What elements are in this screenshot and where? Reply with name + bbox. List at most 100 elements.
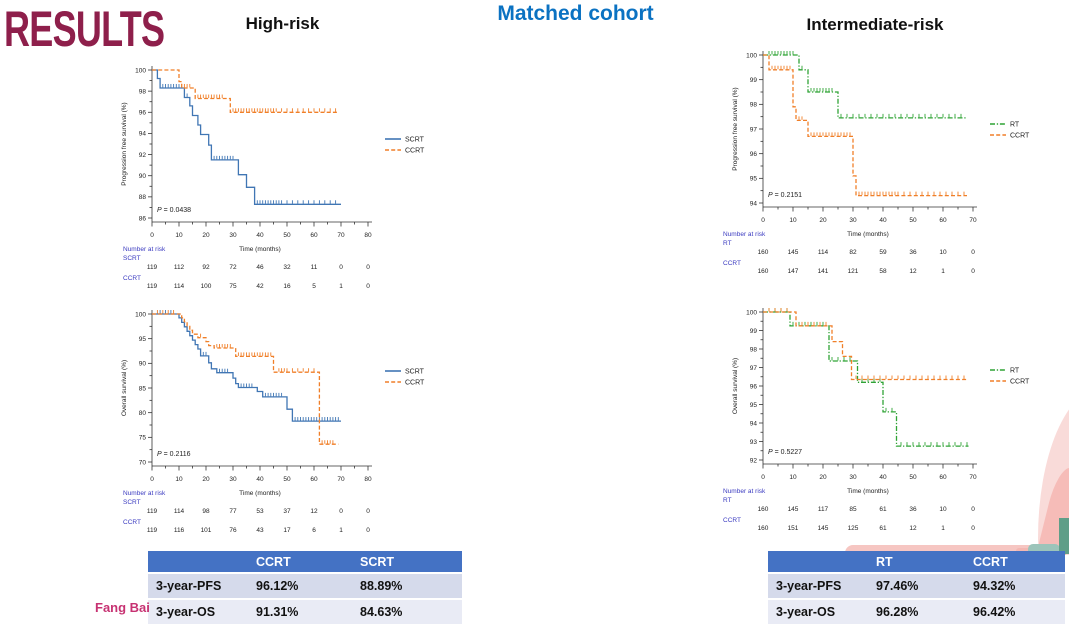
svg-text:30: 30 (849, 217, 857, 224)
svg-text:42: 42 (256, 283, 264, 290)
svg-text:1: 1 (941, 525, 945, 532)
svg-text:0: 0 (761, 217, 765, 224)
svg-text:92: 92 (202, 264, 210, 271)
svg-text:10: 10 (939, 249, 947, 256)
header-cell-blank (768, 551, 868, 572)
svg-text:121: 121 (848, 268, 859, 275)
svg-text:94: 94 (750, 200, 758, 207)
svg-text:CCRT: CCRT (123, 275, 141, 282)
svg-text:119: 119 (147, 264, 158, 271)
table-header-row: CCRT SCRT (148, 551, 462, 572)
svg-text:RT: RT (1010, 122, 1020, 129)
decor-teal-bar (1059, 518, 1069, 554)
svg-text:88: 88 (139, 194, 147, 201)
page-title: RESULTS (4, 1, 165, 57)
svg-text:50: 50 (283, 232, 291, 239)
svg-text:59: 59 (879, 249, 887, 256)
matched-cohort-heading: Matched cohort (497, 2, 654, 25)
svg-text:53: 53 (256, 508, 264, 515)
svg-text:119: 119 (147, 527, 158, 534)
km-chart-high-risk-pfs: 86 88 90 92 94 96 98 100 0 10 20 30 40 50 60 70 80 Progre… (118, 55, 463, 295)
svg-text:145: 145 (788, 506, 799, 513)
os-rt-value: 96.28% (868, 600, 965, 624)
svg-text:10: 10 (789, 474, 797, 481)
svg-text:P = 0.5227: P = 0.5227 (768, 449, 802, 456)
svg-text:10: 10 (175, 476, 183, 483)
svg-text:85: 85 (849, 506, 857, 513)
svg-text:112: 112 (174, 264, 185, 271)
svg-text:17: 17 (283, 527, 291, 534)
svg-text:72: 72 (229, 264, 237, 271)
svg-text:80: 80 (139, 410, 147, 417)
svg-text:12: 12 (310, 508, 318, 515)
svg-text:0: 0 (366, 264, 370, 271)
pfs-ccrt-value: 94.32% (965, 574, 1065, 598)
svg-text:160: 160 (758, 268, 769, 275)
svg-text:160: 160 (758, 525, 769, 532)
svg-text:CCRT: CCRT (405, 148, 425, 155)
svg-text:100: 100 (135, 67, 146, 74)
author-name: Fang Bai (95, 600, 150, 615)
svg-text:20: 20 (202, 232, 210, 239)
header-cell-rt: RT (868, 551, 965, 572)
svg-text:0: 0 (761, 474, 765, 481)
svg-text:SCRT: SCRT (123, 255, 141, 262)
svg-text:40: 40 (879, 474, 887, 481)
table-header-row: RT CCRT (768, 551, 1065, 572)
svg-text:40: 40 (879, 217, 887, 224)
svg-text:70: 70 (969, 474, 977, 481)
os-ccrt-value: 96.42% (965, 600, 1065, 624)
svg-text:80: 80 (364, 232, 372, 239)
svg-text:0: 0 (339, 264, 343, 271)
svg-text:119: 119 (147, 283, 158, 290)
svg-text:92: 92 (750, 457, 758, 464)
svg-text:CCRT: CCRT (123, 519, 141, 526)
svg-text:100: 100 (746, 52, 757, 59)
os-scrt-value: 84.63% (352, 600, 462, 624)
summary-table-high-risk: CCRT SCRT 3-year-PFS 96.12% 88.89% 3-yea… (148, 549, 462, 625)
svg-text:Overall survival (%): Overall survival (%) (732, 358, 739, 414)
svg-text:100: 100 (201, 283, 212, 290)
svg-text:77: 77 (229, 508, 237, 515)
svg-text:100: 100 (135, 311, 146, 318)
svg-text:12: 12 (909, 268, 917, 275)
svg-text:96: 96 (139, 110, 147, 117)
svg-text:151: 151 (788, 525, 799, 532)
svg-text:61: 61 (879, 506, 887, 513)
svg-text:95: 95 (139, 336, 147, 343)
svg-text:94: 94 (139, 131, 147, 138)
row-label: 3-year-OS (148, 600, 248, 624)
row-label: 3-year-PFS (148, 574, 248, 598)
svg-text:70: 70 (969, 217, 977, 224)
svg-text:117: 117 (818, 506, 829, 513)
summary-table-intermediate-risk: RT CCRT 3-year-PFS 97.46% 94.32% 3-year-… (768, 549, 1065, 625)
svg-text:0: 0 (150, 232, 154, 239)
svg-text:CCRT: CCRT (723, 517, 741, 524)
svg-text:6: 6 (312, 527, 316, 534)
svg-text:160: 160 (758, 506, 769, 513)
svg-text:Progression free survival (%): Progression free survival (%) (121, 102, 128, 185)
table-row: 3-year-OS 91.31% 84.63% (148, 600, 462, 624)
svg-text:20: 20 (819, 217, 827, 224)
km-chart-high-risk-os: 70 75 80 85 90 95 100 0 10 20 30 40 50 60 70 80 Overall … (118, 300, 463, 540)
svg-text:50: 50 (283, 476, 291, 483)
svg-text:92: 92 (139, 152, 147, 159)
svg-text:Number at risk: Number at risk (723, 231, 766, 238)
svg-text:98: 98 (139, 88, 147, 95)
pfs-rt-value: 97.46% (868, 574, 965, 598)
svg-text:40: 40 (256, 476, 264, 483)
svg-text:75: 75 (229, 283, 237, 290)
svg-text:0: 0 (971, 268, 975, 275)
svg-text:20: 20 (202, 476, 210, 483)
svg-text:99: 99 (750, 328, 758, 335)
svg-text:160: 160 (758, 249, 769, 256)
svg-text:97: 97 (750, 126, 758, 133)
svg-text:37: 37 (283, 508, 291, 515)
svg-text:0: 0 (366, 508, 370, 515)
svg-text:101: 101 (201, 527, 212, 534)
svg-text:40: 40 (256, 232, 264, 239)
svg-text:Progression free survival (%): Progression free survival (%) (732, 87, 739, 170)
